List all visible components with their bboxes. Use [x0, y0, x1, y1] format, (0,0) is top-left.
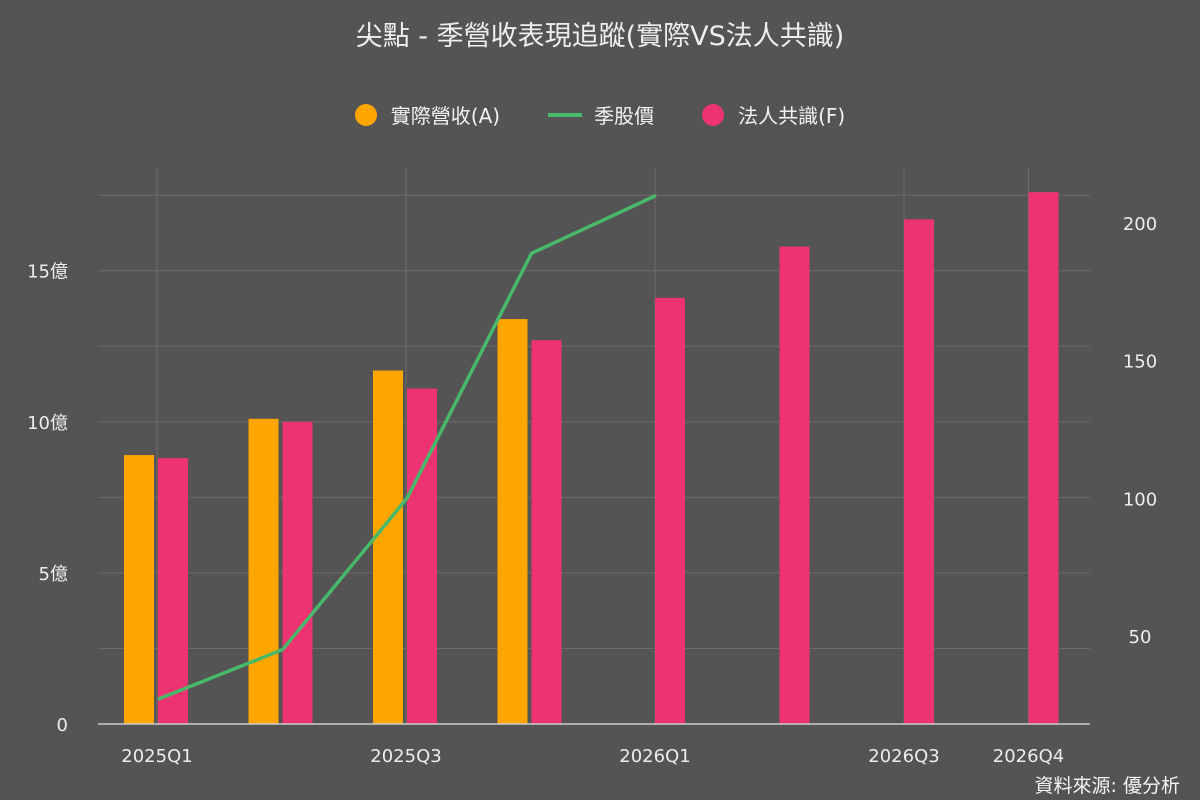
y-right-tick-label: 200	[1123, 214, 1157, 235]
bar-consensus-2025Q4	[531, 340, 562, 724]
y-left-tick-label: 0	[57, 715, 68, 736]
legend-item-price[interactable]: 季股價	[548, 100, 654, 129]
legend: 實際營收(A) 季股價 法人共識(F)	[0, 100, 1200, 129]
y-right-tick-label: 50	[1129, 627, 1152, 648]
legend-item-consensus[interactable]: 法人共識(F)	[702, 100, 845, 129]
x-tick-label: 2026Q3	[868, 746, 939, 767]
y-right-tick-label: 100	[1123, 489, 1157, 510]
source-note: 資料來源: 優分析	[1034, 775, 1180, 797]
y-left-tick-label: 15億	[27, 262, 68, 283]
legend-label-actual: 實際營收(A)	[390, 104, 501, 128]
bar-actual-2025Q2	[248, 418, 279, 724]
bar-actual-2025Q4	[497, 319, 528, 724]
legend-label-consensus: 法人共識(F)	[738, 104, 846, 128]
legend-swatch-price	[548, 112, 583, 117]
y-right-tick-label: 150	[1123, 352, 1157, 373]
legend-item-actual[interactable]: 實際營收(A)	[354, 100, 501, 129]
legend-label-price: 季股價	[594, 104, 655, 128]
bar-consensus-2025Q1	[158, 458, 188, 724]
chart-title: 尖點 - 季營收表現追蹤(實際VS法人共識)	[355, 21, 845, 52]
bar-actual-2025Q1	[124, 455, 154, 724]
x-tick-label: 2025Q3	[370, 746, 441, 767]
x-tick-label: 2026Q4	[993, 746, 1064, 767]
price-line	[157, 193, 657, 701]
x-tick-label: 2026Q1	[619, 746, 690, 767]
bar-consensus-2026Q2	[779, 246, 810, 724]
x-tick-label: 2025Q1	[121, 746, 192, 767]
bar-actual-2025Q3	[373, 370, 403, 724]
bar-consensus-2026Q3	[904, 219, 934, 724]
legend-swatch-consensus	[702, 103, 725, 126]
legend-swatch-actual	[354, 103, 377, 126]
bar-consensus-2026Q1	[655, 297, 685, 724]
bar-consensus-2025Q2	[282, 421, 313, 724]
y-left-tick-label: 5億	[39, 564, 68, 585]
bar-consensus-2025Q3	[407, 388, 437, 724]
y-left-tick-label: 10億	[27, 413, 68, 434]
bar-consensus-2026Q4	[1028, 192, 1059, 724]
